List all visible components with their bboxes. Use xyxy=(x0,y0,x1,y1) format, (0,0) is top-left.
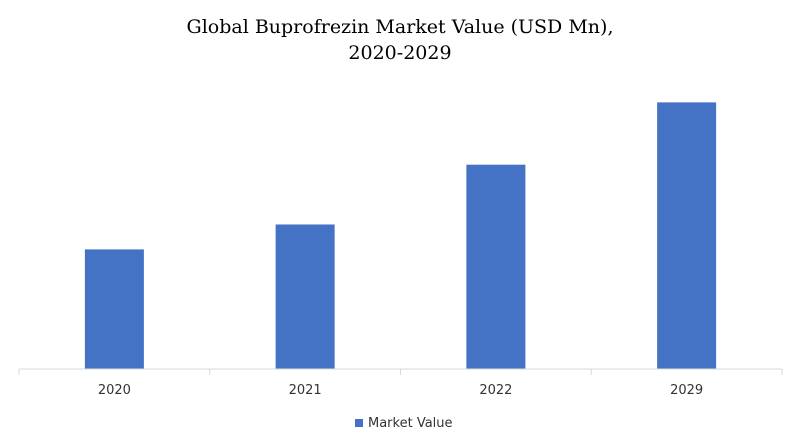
bar-2021 xyxy=(275,224,335,369)
legend-swatch xyxy=(355,419,363,427)
legend: Market Value xyxy=(355,416,453,431)
x-tick-label-2020: 2020 xyxy=(98,383,131,398)
chart-title-line-1: Global Buprofrezin Market Value (USD Mn)… xyxy=(187,16,614,38)
x-tick-label-2022: 2022 xyxy=(479,383,512,398)
bar-2020 xyxy=(84,249,144,369)
x-tick-label-2021: 2021 xyxy=(289,383,322,398)
bar-2022 xyxy=(466,164,526,369)
bars-layer xyxy=(84,102,717,370)
legend-label-market-value: Market Value xyxy=(368,416,453,431)
chart-title-line-2: 2020-2029 xyxy=(348,42,451,64)
bar-2029 xyxy=(657,102,717,370)
x-axis-labels: 2020 2021 2022 2029 xyxy=(98,383,703,398)
x-tick-label-2029: 2029 xyxy=(670,383,703,398)
x-axis-ticks xyxy=(18,369,783,375)
